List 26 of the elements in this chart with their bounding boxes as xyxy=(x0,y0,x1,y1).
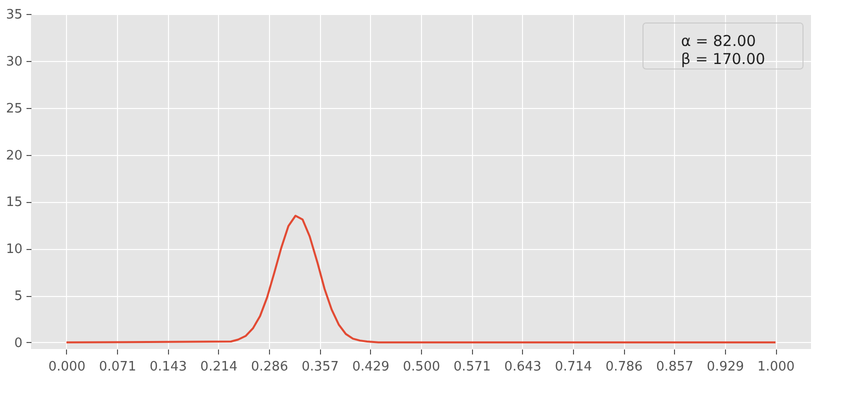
x-tick-label: 0.500 xyxy=(402,360,440,374)
x-tick-label: 0.214 xyxy=(200,360,238,374)
annotation: α = 82.00 xyxy=(681,32,756,50)
annotation: β = 170.00 xyxy=(681,50,766,68)
x-tick-label: 0.571 xyxy=(454,360,491,374)
y-tick-label: 30 xyxy=(6,54,22,70)
y-tick-label: 35 xyxy=(6,8,22,22)
x-tick-label: 0.929 xyxy=(706,360,744,374)
x-tick-label: 0.714 xyxy=(554,360,592,374)
y-tick-label: 25 xyxy=(6,101,22,116)
y-tick-label: 0 xyxy=(14,336,22,351)
x-tick-label: 0.643 xyxy=(504,360,542,374)
line-series xyxy=(65,214,777,344)
y-tick-label: 15 xyxy=(6,195,22,210)
x-tick-label: 0.786 xyxy=(605,360,643,374)
y-tick-label: 5 xyxy=(14,289,22,304)
y-tick-label: 10 xyxy=(6,242,22,258)
x-tick-label: 0.071 xyxy=(98,360,136,374)
x-tick-label: 0.286 xyxy=(250,360,288,374)
x-tick-label: 0.000 xyxy=(48,360,86,374)
x-tick-label: 0.143 xyxy=(150,360,187,374)
x-tick-label: 0.357 xyxy=(302,360,339,374)
y-tick-label: 20 xyxy=(6,148,22,164)
x-tick-label: 0.429 xyxy=(352,360,390,374)
x-tick-label: 0.857 xyxy=(656,360,694,374)
x-tick-label: 1.000 xyxy=(757,360,795,374)
